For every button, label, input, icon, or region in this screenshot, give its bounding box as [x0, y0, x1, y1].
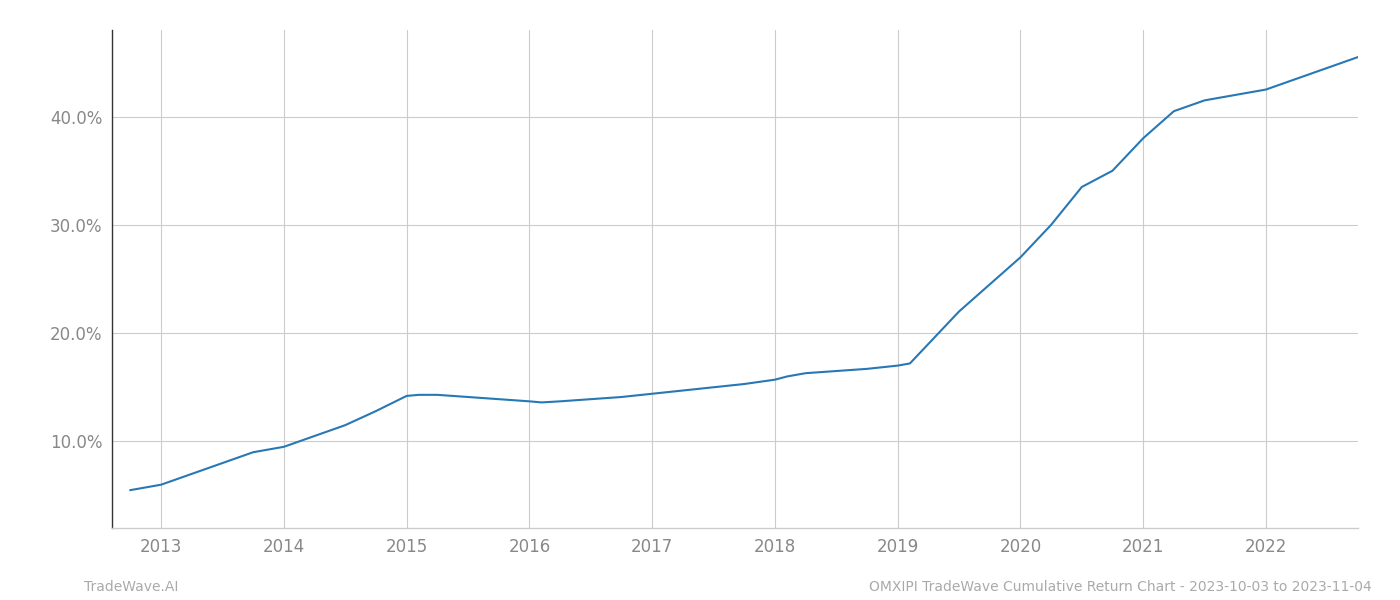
Text: OMXIPI TradeWave Cumulative Return Chart - 2023-10-03 to 2023-11-04: OMXIPI TradeWave Cumulative Return Chart… [869, 580, 1372, 594]
Text: TradeWave.AI: TradeWave.AI [84, 580, 178, 594]
